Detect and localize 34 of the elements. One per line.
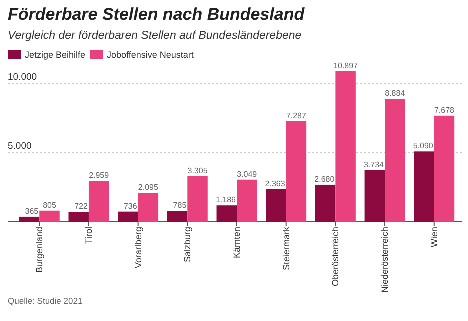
data-label: 3.049: [237, 170, 258, 179]
data-label: 3.305: [188, 166, 208, 176]
x-tick-label: Vorarlberg: [133, 227, 144, 269]
legend-label: Joboffensive Neustart: [107, 50, 194, 60]
x-tick-label: Kärnten: [232, 227, 242, 259]
data-label: 7.287: [286, 111, 308, 120]
x-tick-label: Salzburg: [182, 227, 193, 263]
data-label: 3.734: [364, 160, 385, 170]
chart-subtitle: Vergleich der förderbaren Stellen auf Bundesländerebene: [8, 30, 302, 42]
data-label: 736: [124, 202, 138, 211]
data-label: 2.680: [314, 174, 336, 184]
data-label: 8.884: [385, 89, 406, 98]
data-label: 805: [43, 200, 57, 210]
data-label: 2.363: [265, 179, 286, 188]
y-tick-label: 5.000: [8, 140, 32, 152]
data-label: 2.095: [138, 183, 159, 192]
x-tick-label: Tirol: [84, 227, 94, 244]
legend-label: Jetzige Beihilfe: [25, 50, 86, 60]
x-tick-label: Niederösterreich: [380, 227, 390, 294]
data-label: 2.959: [89, 171, 110, 180]
data-label: 365: [25, 206, 40, 216]
data-label: 5.090: [413, 142, 434, 151]
x-tick-label: Burgenland: [34, 227, 45, 274]
y-tick-label: 10.000: [8, 72, 38, 83]
x-tick-label: Oberösterreich: [330, 227, 341, 287]
data-label: 722: [74, 202, 89, 212]
data-label: 10.897: [334, 61, 359, 70]
chart-title: Förderbare Stellen nach Bundesland: [8, 5, 306, 24]
source-note: Quelle: Studie 2021: [8, 296, 83, 306]
data-label: 785: [173, 201, 188, 210]
x-tick-label: Steiermark: [281, 226, 292, 271]
data-label: 1.186: [216, 196, 237, 205]
x-tick-label: Wien: [429, 227, 440, 248]
data-label: 7.678: [434, 106, 456, 115]
